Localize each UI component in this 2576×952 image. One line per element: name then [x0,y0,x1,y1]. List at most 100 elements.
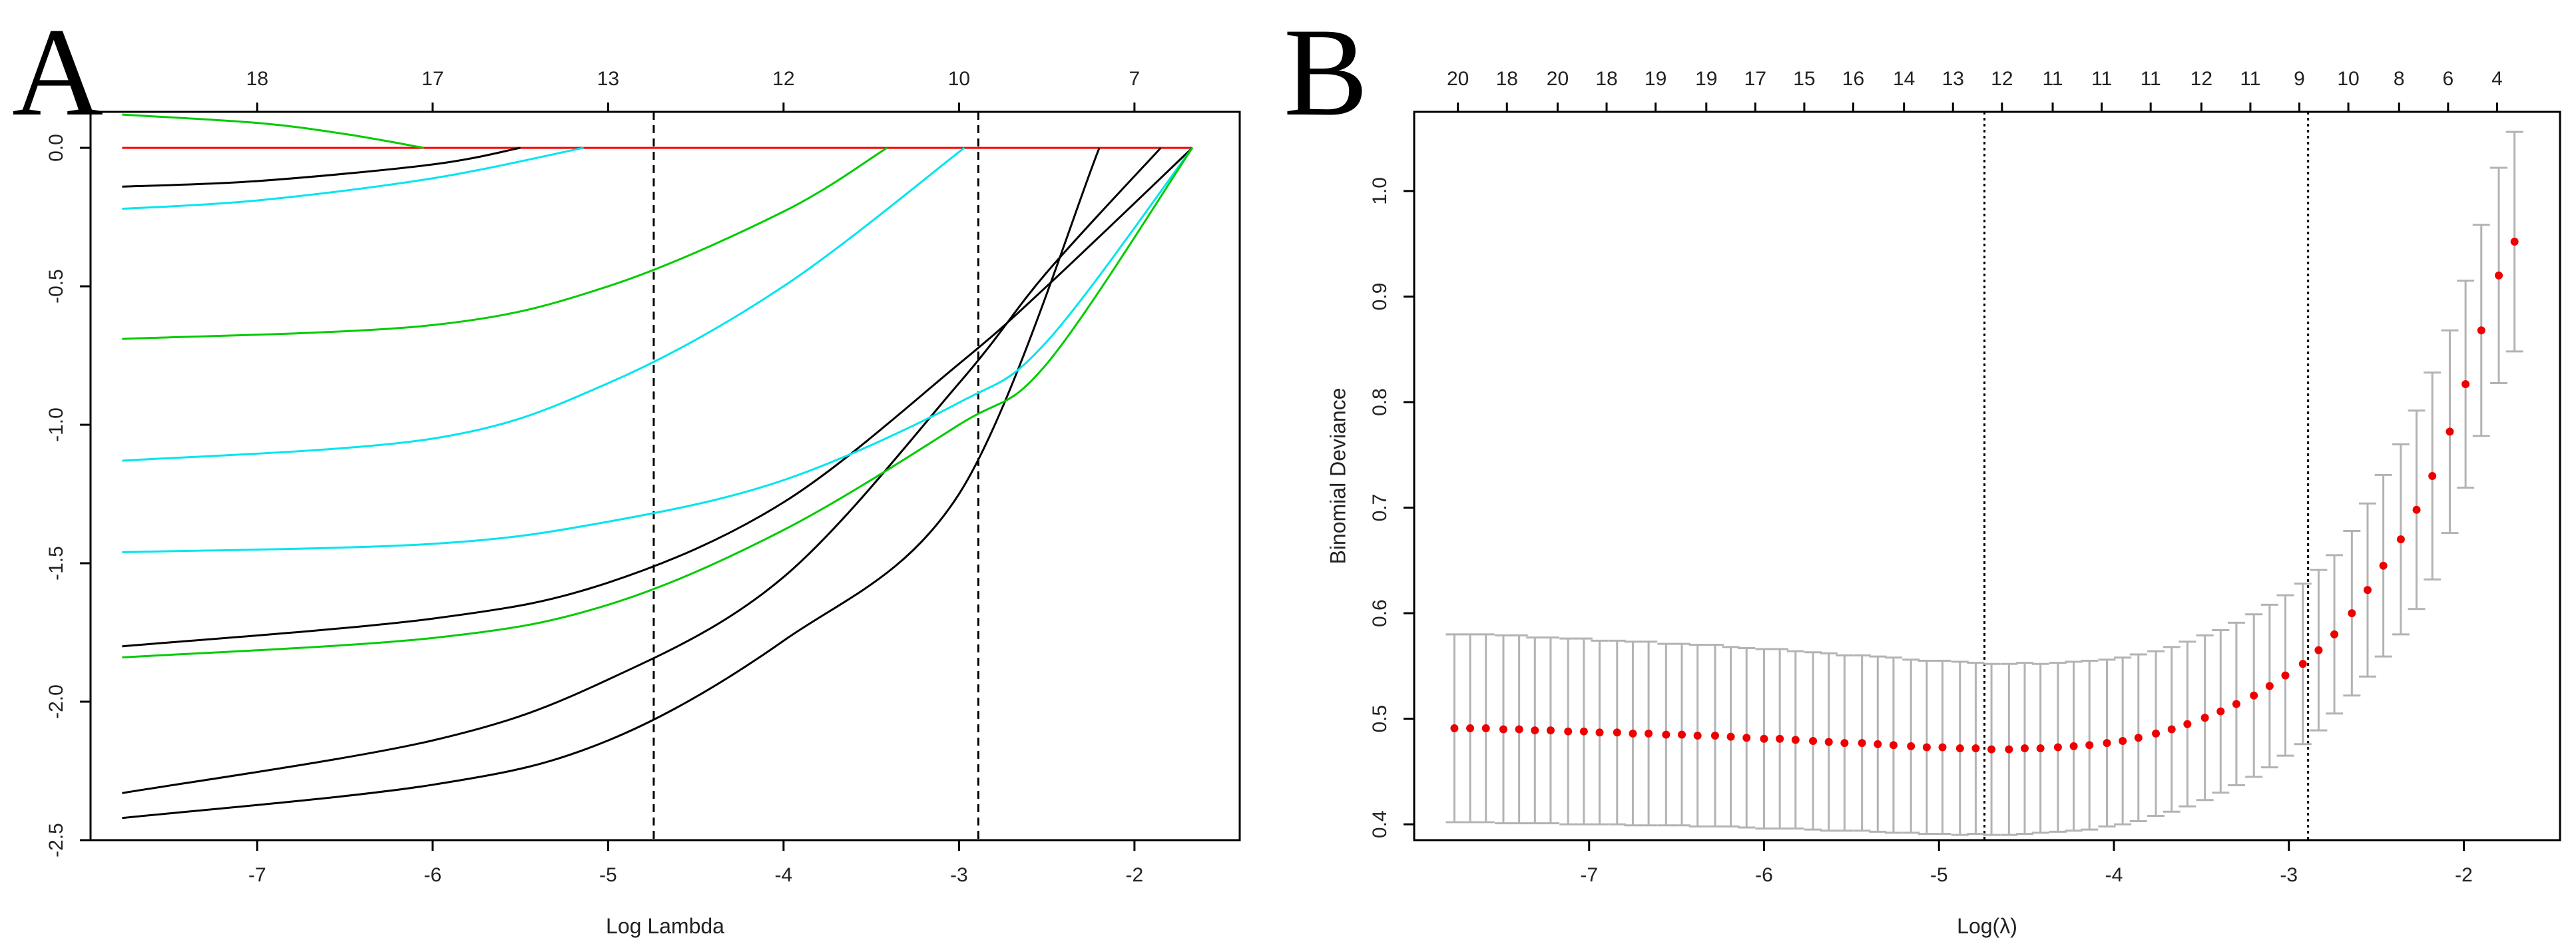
deviance-point [2167,725,2176,734]
top-tick-label: 11 [2141,68,2161,90]
deviance-point [1824,738,1833,746]
x-axis-label: Log Lambda [606,914,724,938]
plot-frame [89,111,1241,841]
y-axis-label: Binomial Deviance [1326,387,1350,564]
top-tick-label: 18 [1595,68,1617,90]
deviance-point [2069,742,2078,750]
x-tick-label: -3 [950,864,968,886]
deviance-point [1564,727,1573,736]
x-tick-label: -6 [1755,864,1773,886]
y-tick-label: 0.0 [45,134,67,162]
y-tick-label: -2.0 [45,684,67,719]
top-tick-label: 12 [2190,68,2212,90]
top-tick-label: 10 [948,68,970,90]
cross-validation-deviance-plot: -7 -6 -5 -4 -3 -2 20 18 20 18 19 19 17 15 16 14 13 12 11 11… [1326,68,2561,938]
deviance-point [2183,720,2192,728]
deviance-point [1710,732,1719,740]
deviance-point [2250,691,2258,700]
y-tick-label: 0.5 [1369,705,1391,733]
x-tick-label: -7 [248,864,266,886]
top-tick-label: 12 [772,68,794,90]
y-tick-label: 0.8 [1369,388,1391,416]
deviance-point [2330,630,2339,638]
deviance-point [2005,745,2013,754]
coefficient-path-green-3 [122,147,1194,658]
y-tick-label: 1.0 [1369,177,1391,205]
deviance-point [1546,726,1555,735]
panel-label-b: B [1284,3,1368,142]
deviance-point [2412,505,2421,514]
coefficient-path-black-4 [122,146,1193,648]
deviance-point [1662,730,1671,739]
top-tick-label: 7 [1129,68,1141,90]
coefficient-path-cyan-1 [122,146,584,210]
x-axis-label: Log(λ) [1957,914,2017,938]
top-tick-label: 19 [1695,68,1717,90]
top-tick-label: 14 [1893,68,1915,90]
deviance-point [1726,732,1735,741]
deviance-point [2495,271,2503,280]
top-tick-label: 11 [2091,68,2112,90]
x-tick-label: -6 [424,864,442,886]
deviance-point [2103,739,2111,748]
deviance-point [2446,427,2454,436]
deviance-point [1678,730,1686,739]
top-tick-label: 10 [2337,68,2359,90]
deviance-point [2020,744,2029,753]
deviance-point [1595,728,1604,737]
top-tick-label: 20 [1547,68,1569,90]
coefficient-path-green-1 [122,113,424,149]
deviance-point [1466,724,1475,732]
coefficient-path-black-2 [122,147,1101,820]
top-tick-label: 17 [1744,68,1766,90]
deviance-point [2477,326,2485,335]
y-tick-label: 0.6 [1369,599,1391,627]
deviance-point [2314,646,2323,654]
deviance-point [1499,725,1508,734]
deviance-point [2428,472,2437,480]
deviance-point [2396,535,2405,544]
panel-label-a: A [12,3,103,142]
deviance-point [1613,728,1621,737]
deviance-point [2232,700,2240,708]
deviance-point [1481,724,1490,732]
deviance-point [2053,743,2062,752]
top-tick-label: 6 [2442,68,2453,90]
deviance-point [2152,729,2161,738]
deviance-point [2036,744,2045,753]
deviance-point [2200,714,2209,722]
top-tick-label: 12 [1991,68,2013,90]
lasso-coefficient-path-plot: -7 -6 -5 -4 -3 -2 18 17 13 12 10 7 -2.5 -2.0 -1.5 -1.0 -… [45,68,1241,938]
y-tick-label: -0.5 [45,269,67,304]
deviance-point [1809,736,1818,745]
top-tick-label: 8 [2394,68,2405,90]
deviance-point [2216,707,2225,716]
top-tick-label: 17 [421,68,443,90]
y-tick-label: 0.4 [1369,810,1391,838]
deviance-point [1840,739,1849,748]
plot-frame [1413,111,2561,841]
deviance-point [1938,743,1947,752]
deviance-point [1579,727,1588,736]
top-tick-label: 18 [246,68,268,90]
coefficient-path-green-2 [122,146,888,340]
deviance-point [1874,740,1882,748]
x-tick-label: -4 [2105,864,2123,886]
deviance-point [1858,739,1866,748]
top-tick-label: 13 [1942,68,1964,90]
y-tick-label: -1.0 [45,407,67,442]
deviance-point [1760,734,1768,743]
top-tick-label: 15 [1793,68,1815,90]
deviance-point [1955,744,1964,753]
deviance-point [1742,734,1751,742]
x-tick-label: -3 [2280,864,2298,886]
deviance-point [1693,732,1702,740]
deviance-point [2134,734,2143,742]
top-tick-label: 11 [2240,68,2260,90]
top-tick-label: 18 [1496,68,1518,90]
deviance-point [1515,725,1523,734]
y-tick-label: -1.5 [45,546,67,581]
top-tick-label: 16 [1842,68,1864,90]
deviance-point [1987,745,1996,754]
